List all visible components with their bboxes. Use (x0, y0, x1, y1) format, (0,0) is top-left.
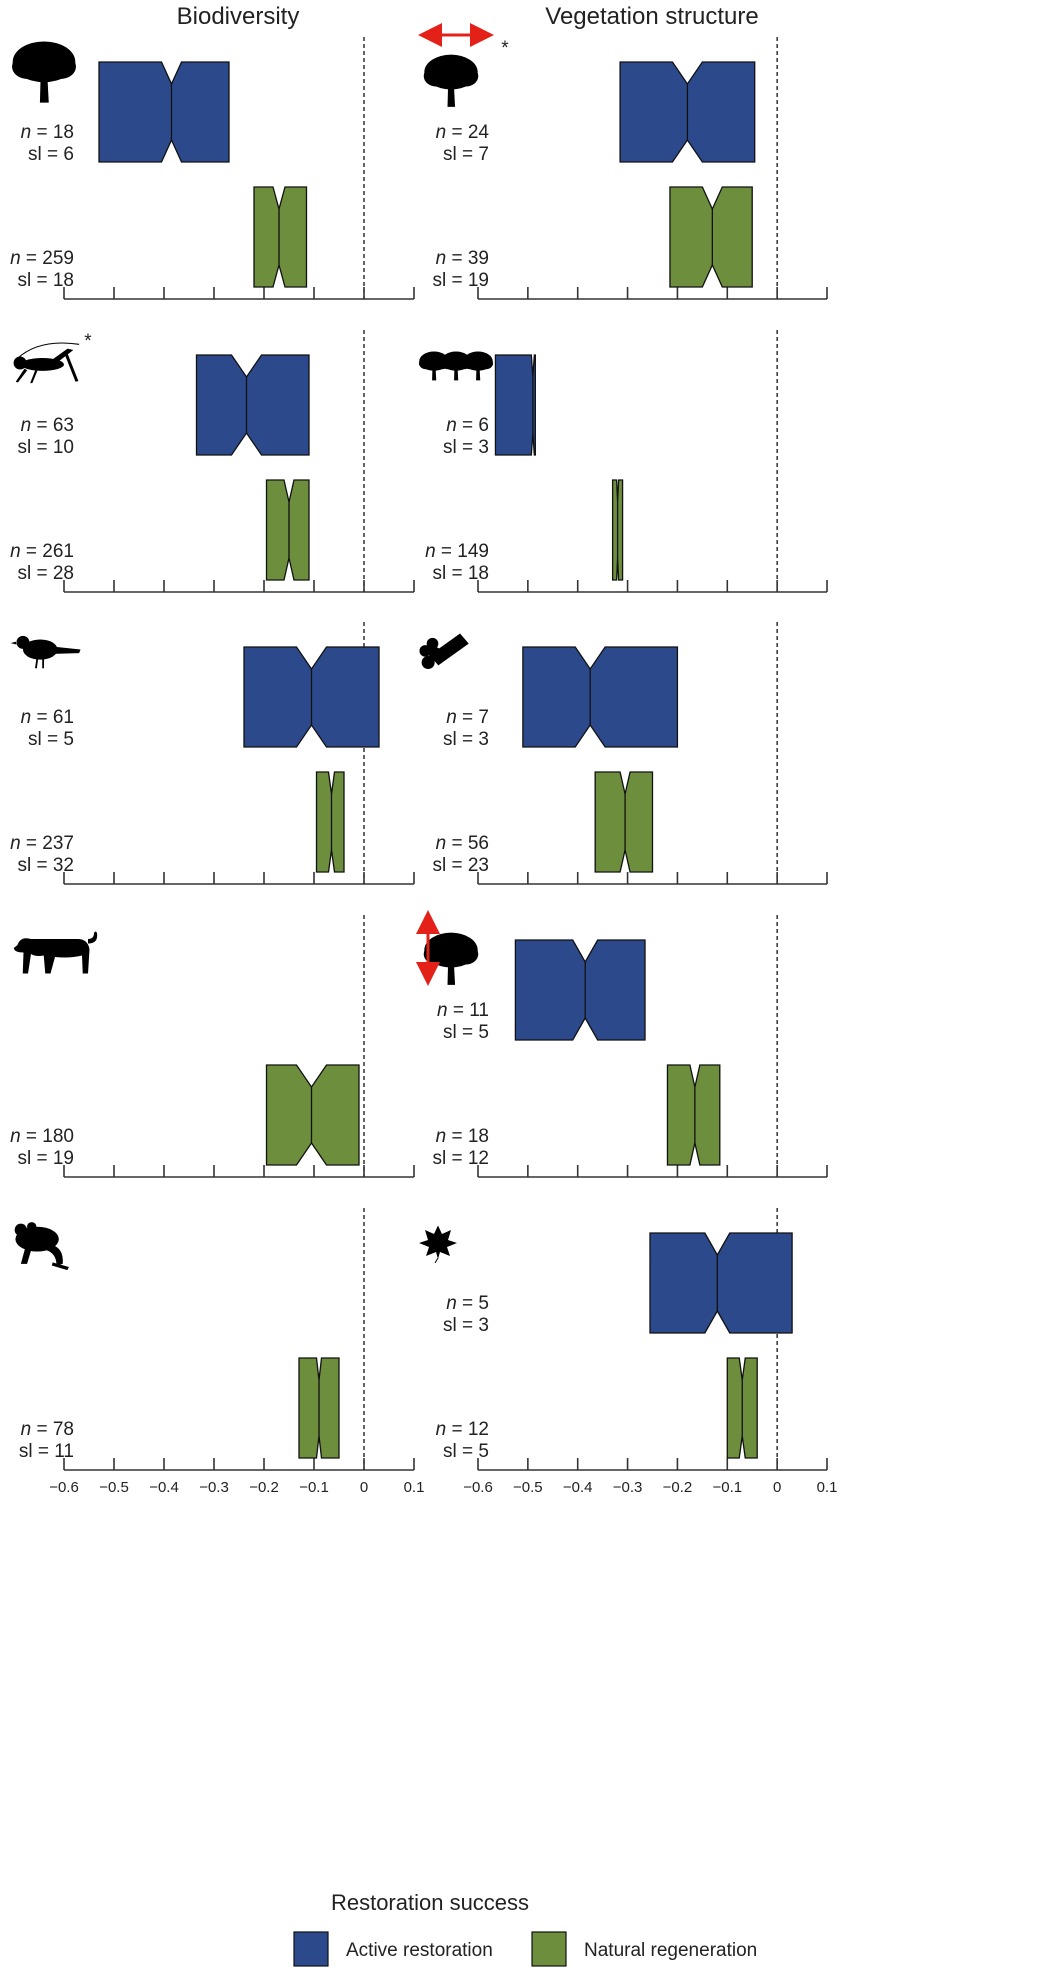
sample-size-active: n = 61 (21, 707, 74, 728)
significance-asterisk: * (501, 38, 509, 59)
natural-regeneration-box (594, 771, 654, 873)
sample-size-natural: n = 39 (436, 248, 489, 269)
x-tick-label: −0.6 (49, 1479, 79, 1496)
active-restoration-box (494, 354, 536, 456)
study-count-natural: sl = 12 (432, 1148, 489, 1169)
x-tick-label: −0.6 (463, 1479, 493, 1496)
legend-label-natural: Natural regeneration (584, 1940, 757, 1961)
study-count-natural: sl = 18 (17, 270, 74, 291)
big-cat-icon (13, 931, 98, 974)
tree-stand-icon (462, 351, 494, 381)
x-tick-label: 0.1 (817, 1479, 838, 1496)
study-count-active: sl = 5 (443, 1022, 489, 1043)
natural-regeneration-box (265, 1064, 360, 1166)
study-count-natural: sl = 19 (17, 1148, 74, 1169)
sample-size-natural: n = 237 (10, 833, 74, 854)
sample-size-active: n = 7 (446, 707, 489, 728)
study-count-active: sl = 3 (443, 729, 489, 750)
sample-size-natural: n = 18 (436, 1126, 489, 1147)
sample-size-active: n = 11 (437, 1000, 489, 1021)
x-axis-label: Restoration success (331, 1890, 529, 1915)
study-count-natural: sl = 23 (432, 855, 489, 876)
sample-size-natural: n = 180 (10, 1126, 74, 1147)
bird-icon (10, 634, 82, 670)
frog-icon (14, 1222, 69, 1271)
sample-size-active: n = 5 (446, 1293, 489, 1314)
active-restoration-box (195, 354, 310, 456)
active-restoration-box (522, 646, 679, 748)
x-tick-label: −0.4 (149, 1479, 179, 1496)
sample-size-active: n = 18 (21, 122, 74, 143)
study-count-active: sl = 7 (443, 144, 489, 165)
grasshopper-icon (13, 342, 80, 384)
sample-size-natural: n = 261 (10, 541, 74, 562)
x-tick-label: −0.5 (99, 1479, 129, 1496)
study-count-active: sl = 3 (443, 1315, 489, 1336)
sample-size-natural: n = 56 (436, 833, 489, 854)
x-tick-label: −0.3 (613, 1479, 643, 1496)
significance-asterisk: * (84, 331, 92, 352)
natural-regeneration-box (265, 479, 310, 581)
x-tick-label: −0.2 (663, 1479, 693, 1496)
study-count-active: sl = 3 (443, 437, 489, 458)
legend: Active restoration Natural regeneration (293, 1931, 757, 1967)
natural-regeneration-box (669, 186, 753, 288)
x-tick-label: −0.1 (299, 1479, 329, 1496)
log-pile-icon (419, 633, 469, 670)
sample-size-active: n = 63 (21, 415, 74, 436)
sample-size-active: n = 24 (436, 122, 490, 143)
active-restoration-box (649, 1232, 793, 1334)
study-count-natural: sl = 5 (443, 1441, 489, 1462)
column-title-biodiversity: Biodiversity (177, 3, 300, 30)
study-count-active: sl = 5 (28, 729, 74, 750)
natural-regeneration-box (666, 1064, 721, 1166)
study-count-natural: sl = 19 (432, 270, 489, 291)
natural-regeneration-box (315, 771, 345, 873)
tree-height-icon (423, 932, 479, 985)
study-count-natural: sl = 11 (19, 1441, 74, 1462)
sample-size-natural: n = 149 (425, 541, 489, 562)
tree-width-icon (423, 54, 479, 107)
sample-size-active: n = 6 (446, 415, 489, 436)
leaf-icon (418, 1225, 458, 1263)
x-tick-label: 0 (773, 1479, 781, 1496)
study-count-natural: sl = 18 (432, 563, 489, 584)
legend-label-active: Active restoration (346, 1940, 493, 1961)
active-restoration-box (98, 61, 230, 163)
natural-regeneration-box (253, 186, 308, 288)
study-count-natural: sl = 28 (17, 563, 74, 584)
study-count-active: sl = 6 (28, 144, 74, 165)
x-tick-label: 0.1 (404, 1479, 425, 1496)
legend-swatch-active (293, 1931, 329, 1967)
x-tick-label: −0.1 (712, 1479, 742, 1496)
legend-swatch-natural (531, 1931, 567, 1967)
sample-size-natural: n = 12 (436, 1419, 489, 1440)
study-count-active: sl = 10 (17, 437, 74, 458)
sample-size-natural: n = 78 (21, 1419, 74, 1440)
panel-1-4: −0.6 −0.5 −0.4 −0.3 −0.2 −0.1 0 0.1 n = 5sl = 3 n… (418, 1208, 838, 1496)
column-title-vegetation: Vegetation structure (545, 3, 758, 30)
x-tick-label: −0.5 (513, 1479, 543, 1496)
sample-size-natural: n = 259 (10, 248, 74, 269)
x-tick-label: 0 (360, 1479, 368, 1496)
x-tick-label: −0.3 (199, 1479, 229, 1496)
x-tick-label: −0.2 (249, 1479, 279, 1496)
study-count-natural: sl = 32 (17, 855, 74, 876)
active-restoration-box (514, 939, 646, 1041)
x-tick-label: −0.4 (563, 1479, 593, 1496)
oak-tree-icon (12, 41, 76, 103)
